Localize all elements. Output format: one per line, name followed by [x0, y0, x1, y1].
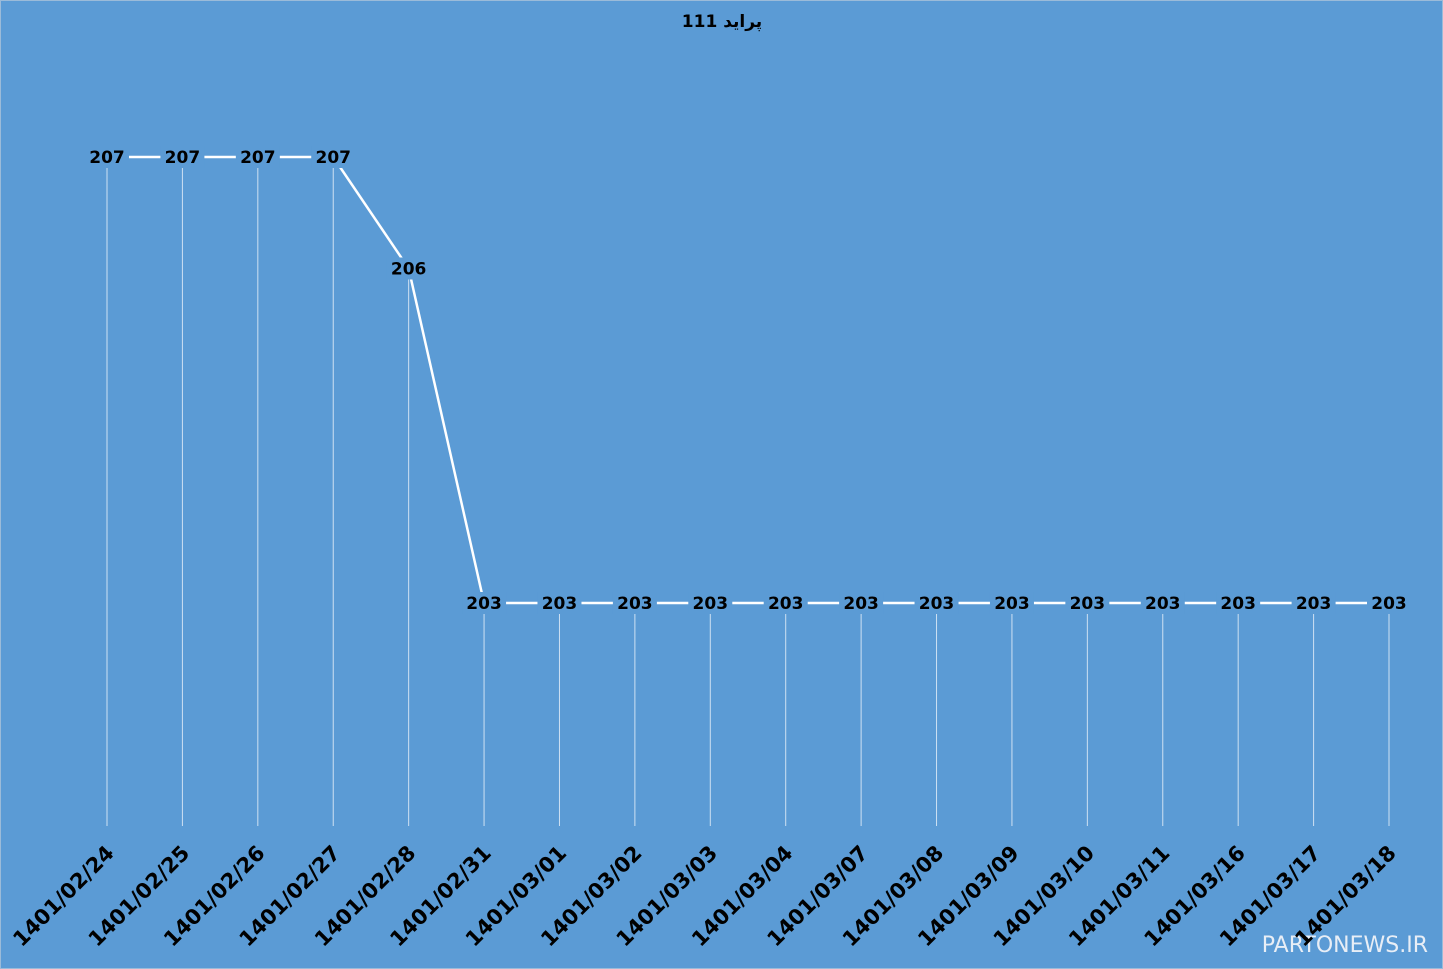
- label-bg: [462, 592, 507, 614]
- data-label: 207: [89, 148, 125, 168]
- label-bg: [914, 592, 959, 614]
- label-bg: [1065, 592, 1110, 614]
- label-bg: [1140, 592, 1185, 614]
- label-bg: [612, 592, 657, 614]
- watermark: PARTONEWS.IR: [1262, 933, 1428, 958]
- label-bg: [1216, 592, 1261, 614]
- data-label: 203: [843, 594, 879, 614]
- label-bg: [386, 257, 431, 280]
- label-bg: [311, 146, 356, 168]
- data-label: 203: [1145, 594, 1181, 614]
- data-label: 203: [919, 594, 955, 614]
- data-label: 203: [466, 594, 502, 614]
- data-label: 206: [391, 260, 427, 280]
- label-bg: [85, 146, 129, 168]
- label-bg: [235, 146, 280, 168]
- data-label: 207: [240, 148, 276, 168]
- data-label: 207: [165, 148, 201, 168]
- data-label: 203: [1296, 594, 1332, 614]
- data-label: 203: [542, 594, 578, 614]
- data-label: 203: [1371, 594, 1407, 614]
- data-label: 203: [1220, 594, 1256, 614]
- label-bg: [537, 592, 582, 614]
- label-bg: [1367, 592, 1411, 614]
- label-bg: [688, 592, 733, 614]
- label-bg: [1291, 592, 1336, 614]
- data-label: 203: [693, 594, 729, 614]
- data-label: 203: [994, 594, 1030, 614]
- label-bg: [839, 592, 884, 614]
- label-bg: [763, 592, 808, 614]
- label-bg: [989, 592, 1034, 614]
- data-label: 203: [768, 594, 804, 614]
- label-bg: [160, 146, 205, 168]
- data-label: 207: [315, 148, 351, 168]
- data-label: 203: [617, 594, 653, 614]
- data-label: 203: [1070, 594, 1106, 614]
- chart-title: پراید 111: [682, 12, 762, 32]
